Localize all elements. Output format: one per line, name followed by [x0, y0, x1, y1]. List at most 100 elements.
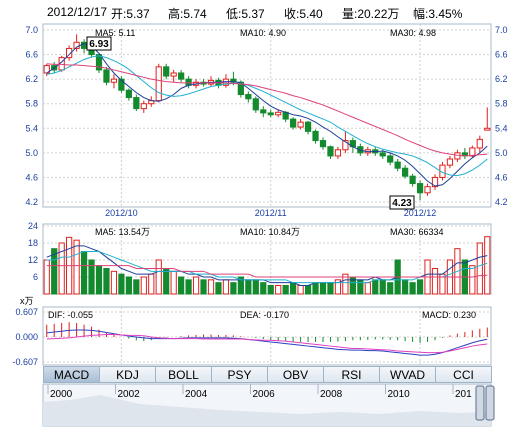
overview-drag-handle-left[interactable]	[475, 385, 485, 421]
volume-bar	[192, 276, 200, 295]
tab-macd[interactable]: MACD	[43, 366, 100, 383]
price-candle	[245, 91, 252, 103]
volume-bar	[469, 265, 476, 295]
volume-bar	[260, 282, 267, 295]
candle-body	[402, 167, 409, 177]
overview-drag-handle-right[interactable]	[485, 385, 495, 421]
tab-obv[interactable]: OBV	[267, 366, 324, 383]
candle-body	[327, 146, 334, 157]
candle-body	[66, 47, 73, 59]
price-candle	[424, 183, 431, 196]
tab-boll[interactable]: BOLL	[155, 366, 212, 383]
price-y-tick-left: 4.6	[25, 172, 38, 182]
volume-bar	[327, 282, 334, 295]
candle-body	[275, 111, 282, 116]
price-candle	[319, 137, 327, 150]
tab-psy[interactable]: PSY	[211, 366, 268, 383]
volume-bar	[334, 279, 342, 295]
volume-bar	[416, 279, 424, 295]
overview-x-tick: 2000	[50, 389, 73, 400]
volume-y-tick: 18	[28, 238, 38, 248]
high-marker-label: 6.93	[89, 39, 109, 50]
quote-change: 幅:3.45%	[413, 7, 463, 21]
candle-body	[334, 149, 342, 157]
volume-bar	[103, 268, 110, 295]
candle-body	[424, 186, 431, 194]
tab-cci[interactable]: CCI	[435, 366, 492, 383]
low-marker: 4.23	[389, 195, 415, 210]
price-candle	[252, 96, 259, 113]
volume-ma-lines	[46, 245, 488, 286]
tab-wvad[interactable]: WVAD	[379, 366, 436, 383]
price-candles	[43, 34, 491, 201]
volume-bar	[222, 279, 230, 295]
volume-bar	[110, 270, 118, 295]
overview-x-tick: 2008	[320, 389, 343, 400]
volume-bar	[312, 282, 319, 295]
price-x-tick: 2012/11	[255, 208, 287, 218]
price-ma30-label: MA30: 4.98	[390, 28, 436, 38]
quote-open: 开:5.37	[111, 7, 150, 21]
volume-bar	[58, 242, 65, 295]
volume-bar	[140, 276, 147, 295]
candle-body	[394, 161, 401, 169]
price-candle	[387, 152, 394, 166]
price-candle	[357, 143, 364, 156]
volume-bar	[476, 242, 483, 295]
tab-rsi[interactable]: RSI	[323, 366, 380, 383]
overview-x-tick: 201	[455, 389, 472, 400]
volume-ma30-label: MA30: 66334	[390, 227, 444, 237]
volume-bar	[155, 259, 162, 295]
overview-x-tick: 2002	[118, 389, 141, 400]
price-candle	[476, 135, 483, 153]
price-line-ma10	[46, 55, 488, 177]
price-y-tick-right: 4.6	[495, 172, 508, 182]
volume-bar	[215, 282, 222, 295]
volume-bar	[230, 282, 237, 295]
candle-body	[297, 121, 304, 128]
price-ma-lines	[46, 42, 488, 187]
low-marker-label: 4.23	[392, 198, 412, 209]
price-ma5-label: MA5: 5.11	[95, 28, 135, 38]
candle-body	[245, 94, 252, 100]
quote-low: 低:5.37	[226, 7, 265, 21]
price-candle	[416, 180, 424, 201]
price-candle	[163, 63, 170, 80]
price-candle	[66, 45, 73, 61]
candle-body	[312, 130, 319, 142]
price-candle	[446, 155, 454, 169]
volume-bar	[207, 279, 215, 295]
price-x-tick: 2012/12	[404, 208, 437, 218]
price-candle	[409, 173, 416, 187]
price-candle	[260, 106, 267, 118]
candle-body	[118, 78, 125, 91]
volume-bar	[148, 273, 155, 295]
quote-header: 2012/12/17 开:5.37 高:5.74 低:5.37 收:5.40 量…	[0, 0, 516, 24]
candle-body	[387, 155, 394, 163]
volume-bar	[342, 273, 349, 295]
overview-strip: 2000 2002 2004 2006 2008 2010 201	[42, 383, 495, 427]
candle-body	[95, 54, 103, 71]
tab-kdj[interactable]: KDJ	[99, 366, 156, 383]
quote-high: 高:5.74	[168, 7, 207, 21]
price-candle	[178, 69, 185, 83]
macd-bars	[46, 322, 488, 343]
price-y-tick-right: 5.8	[495, 99, 508, 109]
macd-panel-frame	[42, 306, 492, 366]
overview-area	[43, 395, 491, 426]
volume-bar	[245, 279, 252, 295]
price-y-tick-right: 5.4	[495, 123, 508, 133]
macd-y-tick: 0.000	[15, 332, 38, 342]
price-candle	[431, 174, 439, 190]
volume-y-tick: 6	[33, 272, 38, 282]
price-panel: 7.0 7.0 6.6 6.6 6.2 6.2 5.8 5.8 5.4 5.4 5.0 5.0 4.6 4…	[25, 23, 508, 218]
price-y-tick-left: 5.0	[25, 148, 38, 158]
price-candle	[125, 88, 132, 101]
price-candle	[110, 74, 118, 89]
candle-body	[237, 81, 244, 96]
candle-body	[416, 183, 424, 194]
price-line-ma30	[46, 63, 488, 157]
volume-bar	[387, 282, 394, 295]
candle-body	[260, 109, 267, 114]
quote-volume: 量:20.22万	[342, 7, 400, 21]
